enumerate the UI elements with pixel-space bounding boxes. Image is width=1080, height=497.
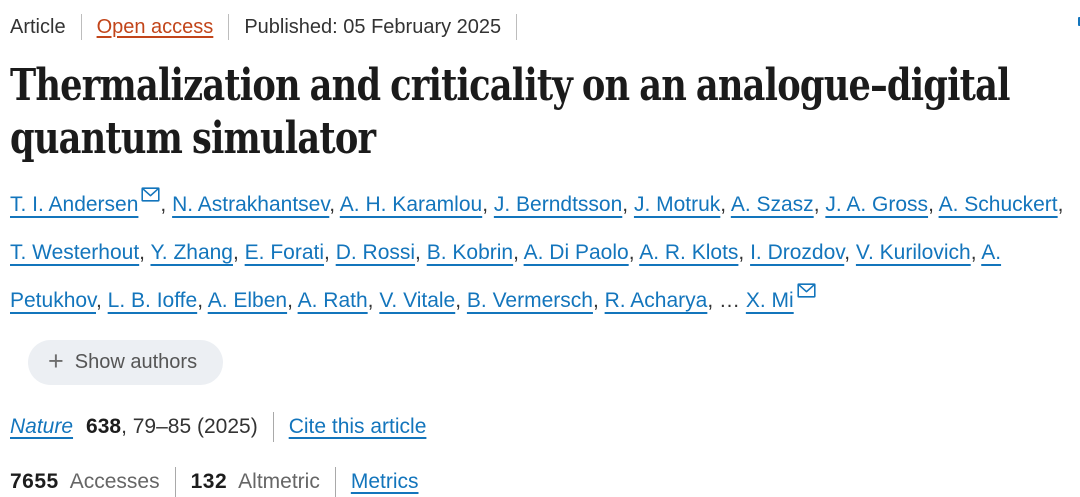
- citation-line: Nature 638 , 79–85 (2025) Cite this arti…: [10, 412, 1072, 442]
- volume-number: 638: [86, 415, 122, 438]
- metrics-line: 7655 Accesses 132 Altmetric Metrics: [10, 467, 1072, 497]
- breadcrumb: Article Open access Published: 05 Februa…: [10, 12, 1072, 42]
- separator: [80, 14, 82, 40]
- author-separator: ,: [738, 241, 751, 264]
- author-link[interactable]: T. I. Andersen: [10, 193, 139, 216]
- author-list: T. I. Andersen, N. Astrakhantsev, A. H. …: [10, 181, 1072, 325]
- author-link[interactable]: A. Schuckert: [938, 193, 1058, 216]
- author-link[interactable]: J. Motruk: [633, 193, 721, 216]
- separator: [228, 14, 230, 40]
- author-link[interactable]: A. Petukhov: [10, 241, 1002, 312]
- altmetric-label: Altmetric: [238, 470, 320, 493]
- author-link[interactable]: A. Szasz: [730, 193, 814, 216]
- author-separator: , …: [707, 289, 746, 312]
- author-separator: ,: [455, 289, 467, 312]
- author-separator: ,: [96, 289, 108, 312]
- cutoff-edge-element: [1078, 17, 1080, 26]
- published-date: Published: 05 February 2025: [244, 15, 502, 38]
- author-separator: ,: [628, 241, 640, 264]
- author-separator: ,: [415, 241, 427, 264]
- plus-icon: +: [48, 346, 64, 376]
- show-authors-button[interactable]: + Show authors: [28, 340, 224, 385]
- author-separator: ,: [1057, 193, 1064, 216]
- author-separator: ,: [232, 241, 245, 264]
- accesses-count: 7655: [10, 470, 59, 493]
- separator: [174, 467, 176, 497]
- author-link[interactable]: I. Drozdov: [750, 241, 845, 264]
- altmetric-count: 132: [190, 470, 228, 493]
- author-separator: ,: [139, 241, 151, 264]
- author-link[interactable]: D. Rossi: [335, 241, 416, 264]
- author-link[interactable]: V. Vitale: [379, 289, 456, 312]
- author-separator: ,: [622, 193, 634, 216]
- email-icon[interactable]: [141, 187, 161, 202]
- author-link[interactable]: J. Berndtsson: [493, 193, 623, 216]
- separator: [272, 412, 274, 442]
- accesses-label: Accesses: [69, 470, 160, 493]
- title-wrap: Thermalization and criticality on an ana…: [10, 59, 1080, 165]
- author-separator: ,: [720, 193, 731, 216]
- author-link[interactable]: A. Elben: [207, 289, 288, 312]
- article-title: Thermalization and criticality on an ana…: [10, 60, 1011, 164]
- author-separator: ,: [197, 289, 208, 312]
- author-separator: ,: [592, 289, 605, 312]
- author-link[interactable]: A. R. Klots: [639, 241, 739, 264]
- author-separator: ,: [844, 241, 856, 264]
- author-separator: ,: [324, 241, 336, 264]
- author-separator: ,: [813, 193, 826, 216]
- author-link[interactable]: Y. Zhang: [150, 241, 233, 264]
- author-separator: ,: [482, 193, 494, 216]
- email-icon[interactable]: [797, 283, 816, 298]
- author-separator: ,: [367, 289, 380, 312]
- author-link[interactable]: A. Di Paolo: [523, 241, 629, 264]
- author-separator: ,: [970, 241, 982, 264]
- author-link[interactable]: E. Forati: [244, 241, 325, 264]
- author-separator: ,: [160, 193, 173, 216]
- author-separator: ,: [287, 289, 298, 312]
- author-link[interactable]: A. Rath: [297, 289, 368, 312]
- metrics-link[interactable]: Metrics: [350, 470, 419, 493]
- pages-year: , 79–85 (2025): [121, 415, 258, 438]
- author-separator: ,: [329, 193, 340, 216]
- separator: [334, 467, 336, 497]
- cite-this-article-link[interactable]: Cite this article: [288, 415, 427, 438]
- author-link[interactable]: L. B. Ioffe: [107, 289, 198, 312]
- show-authors-label: Show authors: [74, 351, 198, 373]
- author-link[interactable]: N. Astrakhantsev: [172, 193, 330, 216]
- author-link[interactable]: J. A. Gross: [825, 193, 929, 216]
- author-separator: ,: [513, 241, 524, 264]
- author-link[interactable]: T. Westerhout: [10, 241, 140, 264]
- author-link[interactable]: R. Acharya: [604, 289, 708, 312]
- author-separator: ,: [928, 193, 939, 216]
- author-link[interactable]: B. Kobrin: [426, 241, 514, 264]
- author-link[interactable]: A. H. Karamlou: [339, 193, 483, 216]
- author-link[interactable]: V. Kurilovich: [855, 241, 971, 264]
- article-type-label: Article: [10, 15, 66, 38]
- journal-link[interactable]: Nature: [10, 415, 74, 438]
- author-link[interactable]: X. Mi: [745, 289, 794, 312]
- separator: [516, 14, 518, 40]
- author-link[interactable]: B. Vermersch: [466, 289, 593, 312]
- open-access-link[interactable]: Open access: [96, 15, 214, 38]
